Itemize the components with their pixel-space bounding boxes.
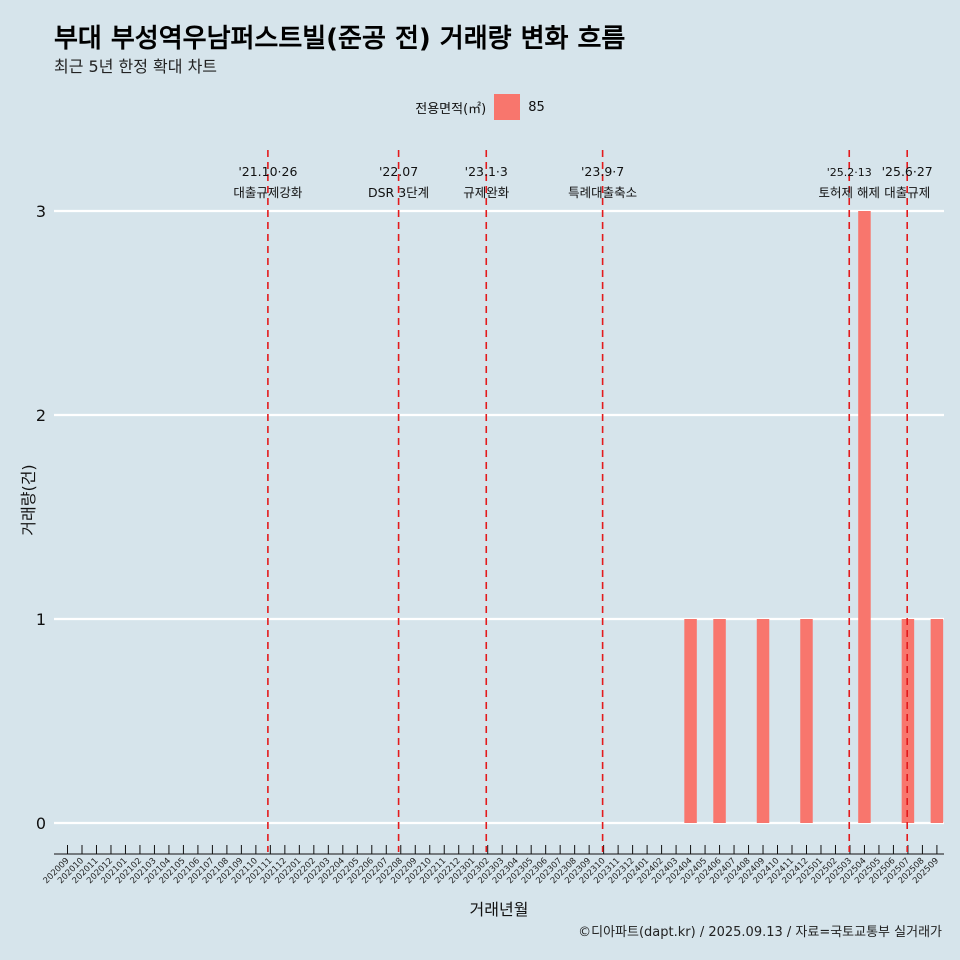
annotation-label: 대출규제 bbox=[884, 185, 930, 200]
y-tick-label: 3 bbox=[36, 202, 46, 221]
caption: ©디아파트(dapt.kr) / 2025.09.13 / 자료=국토교통부 실… bbox=[578, 925, 942, 940]
bar-202509 bbox=[930, 619, 944, 823]
annotation-label: 규제완화 bbox=[463, 185, 510, 200]
annotation-date: '21.10·26 bbox=[238, 164, 297, 179]
y-tick-label: 0 bbox=[36, 814, 46, 833]
annotation-label: 대출규제강화 bbox=[233, 185, 303, 200]
bar-202404 bbox=[684, 619, 697, 823]
annotation-label: 특례대출축소 bbox=[568, 185, 637, 200]
bar-202406 bbox=[713, 619, 726, 823]
y-axis-title: 거래량(건) bbox=[19, 464, 38, 535]
bar-202409 bbox=[756, 619, 770, 823]
chart-title: 부대 부성역우남퍼스트빌(준공 전) 거래량 변화 흐름 bbox=[54, 24, 626, 54]
chart-subtitle: 최근 5년 한정 확대 차트 bbox=[54, 57, 218, 76]
annotation-date: '25.2·13 bbox=[827, 166, 872, 179]
bar-202412 bbox=[800, 619, 813, 823]
y-tick-label: 1 bbox=[36, 610, 46, 629]
annotation-date: '23.9·7 bbox=[581, 164, 624, 179]
annotation-label: 토허제 해제 bbox=[818, 185, 879, 200]
annotation-date: '22.07 bbox=[379, 164, 418, 179]
legend-title: 전용면적(㎡) bbox=[415, 101, 487, 117]
annotation-label: DSR 3단계 bbox=[368, 185, 429, 200]
legend-key-swatch bbox=[494, 94, 521, 120]
annotation-date: '25.6·27 bbox=[882, 164, 933, 179]
legend: 전용면적(㎡) 85 bbox=[0, 93, 960, 121]
bar-202504 bbox=[858, 211, 871, 823]
legend-entry-85: 85 bbox=[528, 99, 545, 115]
y-tick-label: 2 bbox=[36, 406, 46, 425]
annotation-date: '23.1·3 bbox=[465, 164, 508, 179]
x-axis-title: 거래년월 bbox=[470, 900, 529, 919]
